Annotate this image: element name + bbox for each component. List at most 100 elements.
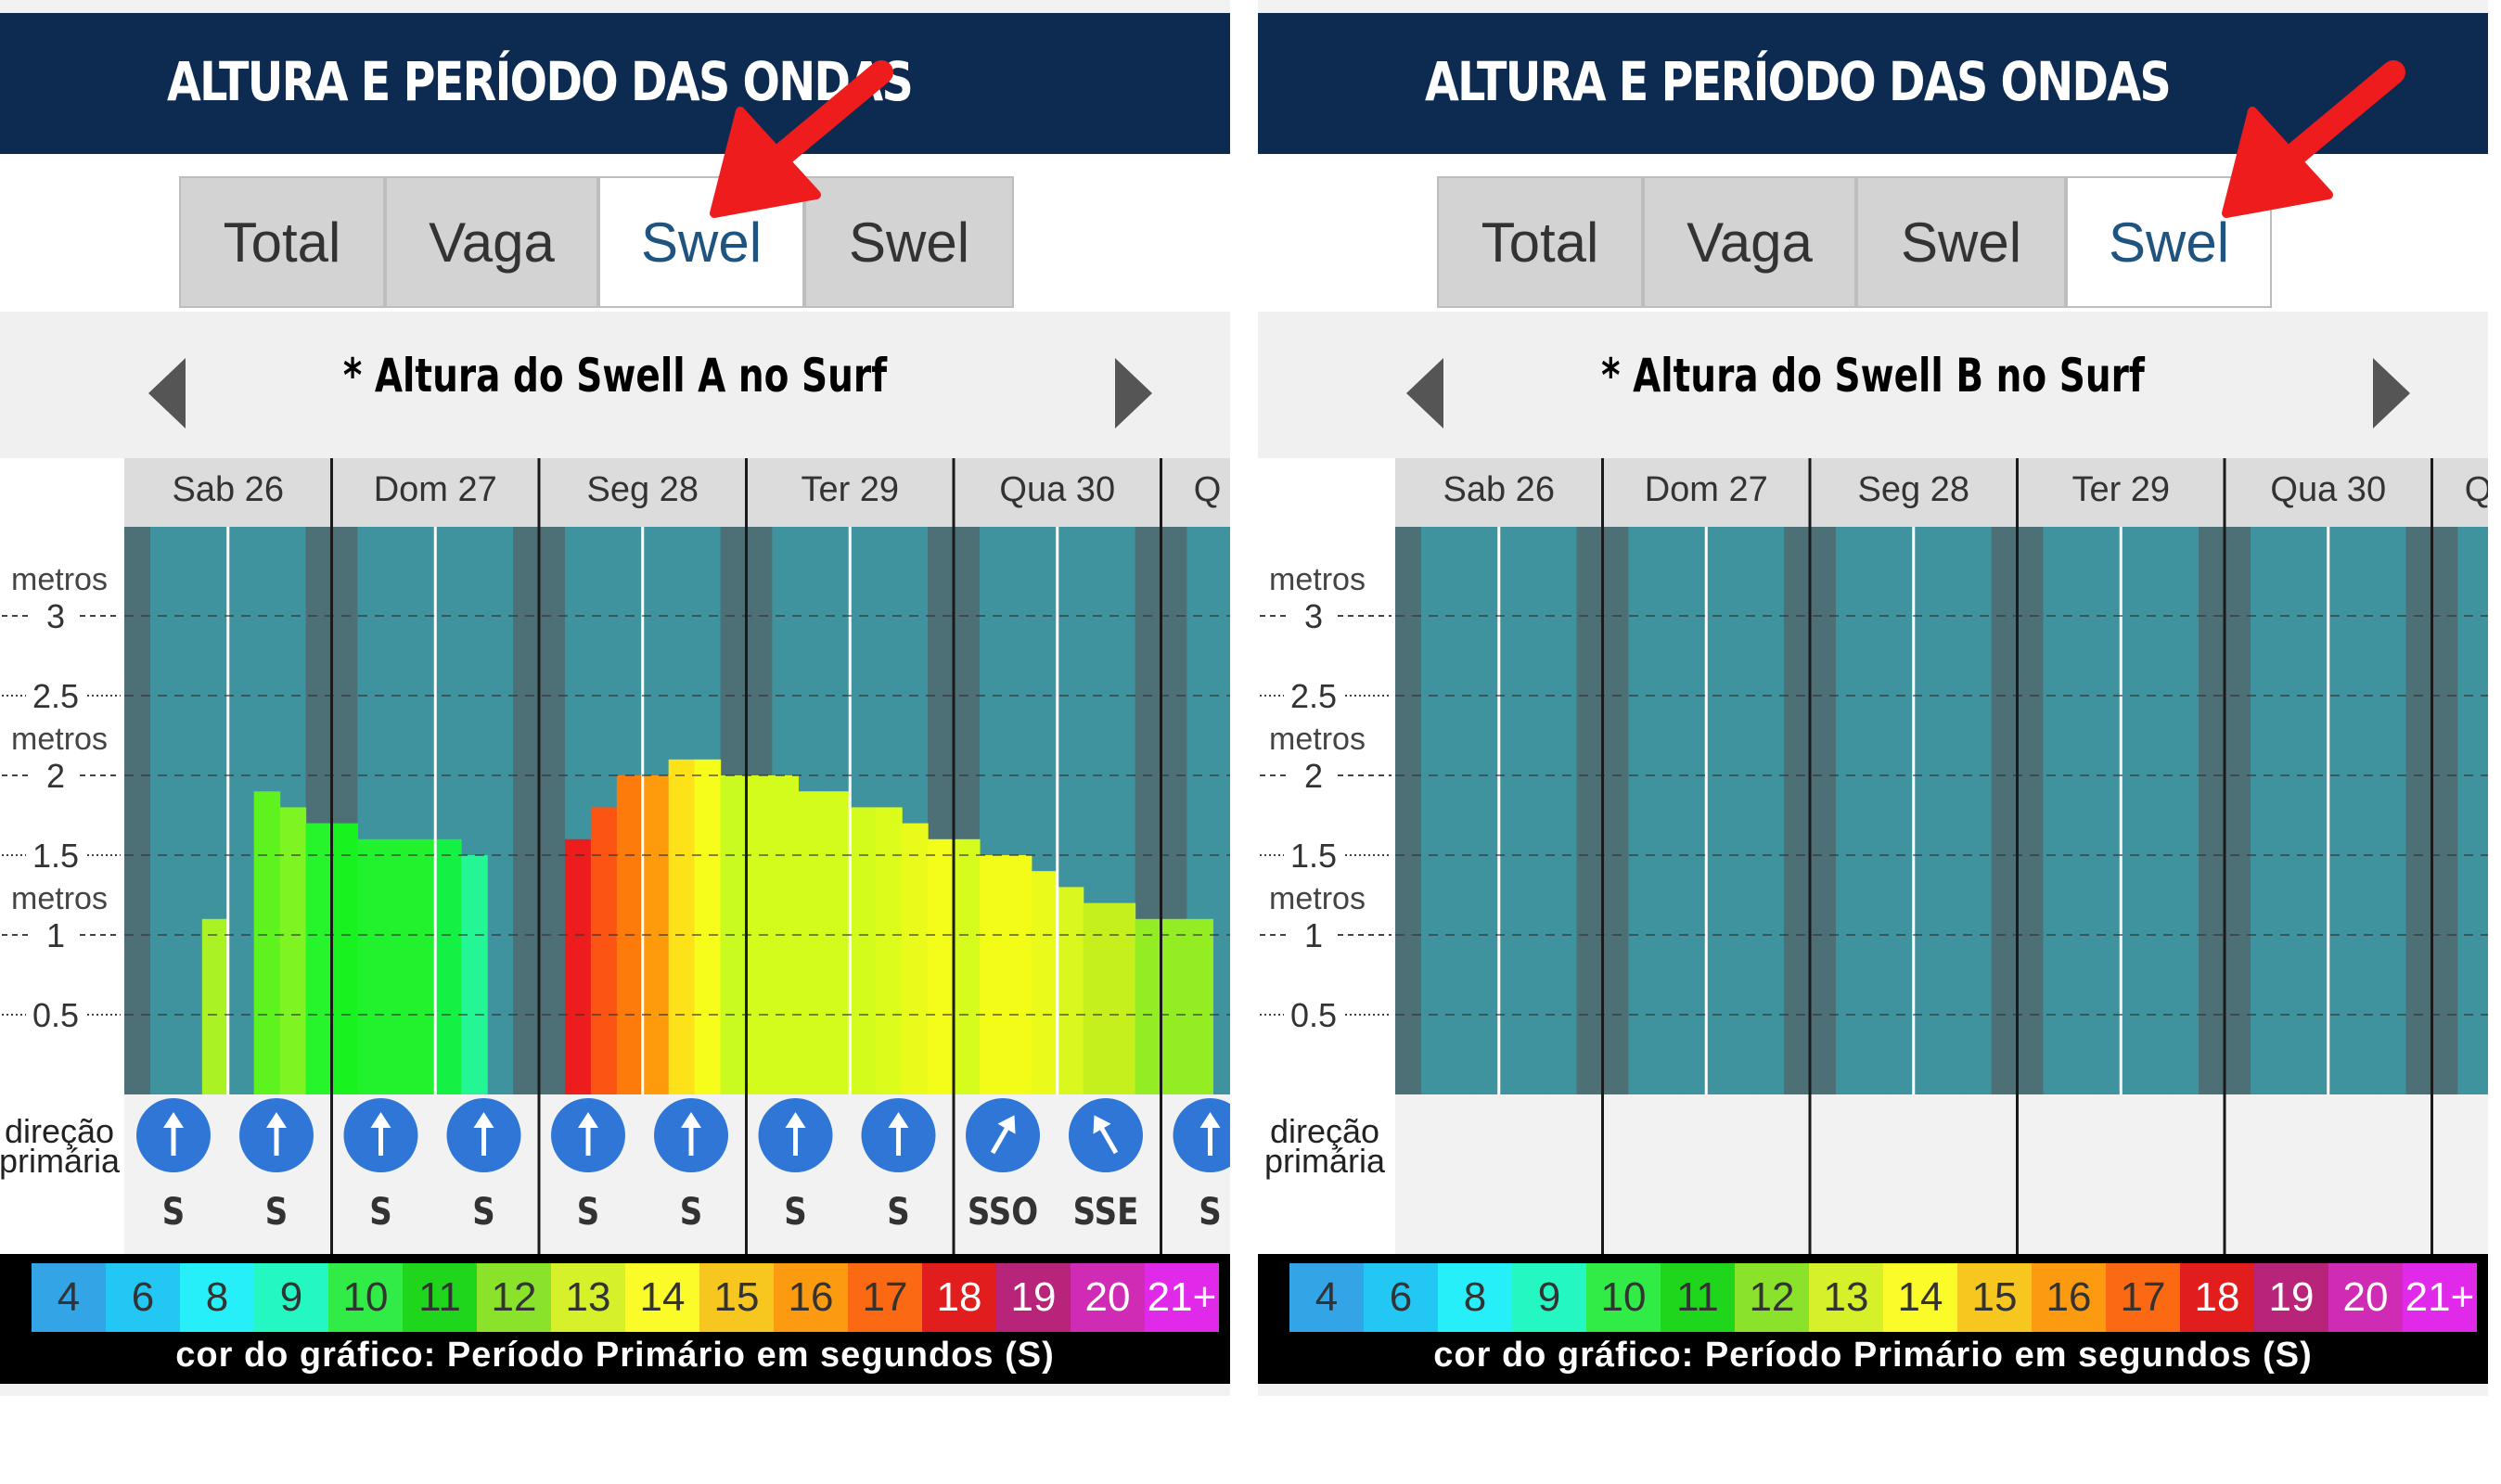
direction-code: S [784,1190,806,1233]
background-stripe [149,527,177,1094]
y-tick-label: 2.5 [32,677,79,715]
direction-label: direção [1270,1112,1379,1150]
tab-vaga[interactable]: Vaga [1643,176,1856,308]
page-header: ALTURA E PERÍODO DAS ONDAS [0,13,1230,154]
legend-period-cell: 11 [403,1263,477,1332]
page-header: ALTURA E PERÍODO DAS ONDAS [1258,13,2488,154]
swell-bar [383,838,410,1094]
direction-code: S [472,1190,494,1233]
period-legend: 4 6 8 9 10 11 12 13 14 15 16 17 18 19 20 21+ cor do grá… [0,1254,1230,1384]
y-tick-label: 1 [46,916,65,954]
background-stripe [1835,527,1863,1094]
legend-period-cell: 18 [922,1263,996,1332]
direction-label: direção [5,1112,114,1150]
y-tick-label: 2.5 [1290,677,1337,715]
direction-arrow-head [1093,1115,1111,1134]
legend-period-cell: 4 [32,1263,106,1332]
tab-swell-a[interactable]: Swel [1856,176,2066,308]
axis-gutter [1258,458,1395,1254]
y-tick-label: 0.5 [32,996,79,1034]
background-stripe [175,527,203,1094]
swell-bar [876,807,903,1094]
direction-arrow-head [370,1112,391,1128]
next-chart-arrow-icon[interactable] [2373,358,2410,429]
red-arrow-icon [2222,60,2405,218]
legend-period-cell: 10 [328,1263,403,1332]
direction-arrow-head [163,1112,184,1128]
y-tick-label: 0.5 [1290,996,1337,1034]
swell-b-chart: 3 2.5 2 1.5 1 0.5 metros metros metros Sab 26 Dom … [1258,458,2488,1254]
swell-bar [1135,918,1162,1094]
legend-period-cell: 4 [1289,1263,1364,1332]
tab-vaga[interactable]: Vaga [385,176,598,308]
background-stripe [2043,527,2070,1094]
day-label: Ter 29 [2071,470,2170,509]
legend-period-cell: 21+ [1145,1263,1219,1332]
legend-period-cell: 16 [2032,1263,2106,1332]
swell-bar [694,759,722,1094]
direction-code: SSO [968,1190,1038,1233]
legend-period-cell: 12 [477,1263,551,1332]
background-stripe [1550,527,1578,1094]
header-title: ALTURA E PERÍODO DAS ONDAS [1425,50,2172,113]
direction-code: S [1199,1190,1221,1233]
background-stripe [2354,527,2381,1094]
direction-arrow-icon [681,1112,701,1156]
direction-arrow-icon [266,1112,287,1156]
background-stripe [513,527,540,1094]
swell-bar [305,823,333,1094]
y-tick-label: 1.5 [32,837,79,875]
direction-arrow-head [578,1112,598,1128]
swell-bar [461,855,488,1094]
legend-period-cell: 13 [1809,1263,1883,1332]
background-stripe [2379,527,2407,1094]
tab-swell-b[interactable]: Swel [804,176,1014,308]
tab-total[interactable]: Total [179,176,385,308]
background-stripe [1965,527,1993,1094]
legend-period-cell: 14 [1883,1263,1957,1332]
legend-period-cell: 8 [1438,1263,1512,1332]
legend-period-cell: 18 [2180,1263,2254,1332]
background-stripe [1861,527,1889,1094]
swell-bar [1031,871,1058,1094]
direction-arrow-icon [163,1112,184,1156]
tab-total[interactable]: Total [1437,176,1643,308]
next-chart-arrow-icon[interactable] [1115,358,1152,429]
direction-arrow-icon [1199,1112,1221,1156]
day-label: Qua 30 [2270,470,2386,509]
previous-chart-arrow-icon[interactable] [1406,358,1443,429]
background-stripe [2276,527,2303,1094]
legend-period-cell: 9 [1512,1263,1586,1332]
legend-period-cell: 10 [1586,1263,1661,1332]
direction-arrow-head [681,1112,701,1128]
background-stripe [2225,527,2251,1094]
background-stripe [2017,527,2044,1094]
swell-a-chart: 3 2.5 2 1.5 1 0.5 metros metros metros Sab 26 Dom … [0,458,1230,1254]
chart-subtitle: * Altura do Swell B no Surf [1601,349,2145,403]
direction-arrow-icon [785,1112,806,1156]
direction-code: S [369,1190,391,1233]
direction-code: SSE [1073,1190,1139,1233]
background-stripe [1732,527,1759,1094]
direction-arrow-icon [370,1112,391,1156]
background-stripe [1420,527,1448,1094]
background-stripe [1758,527,1785,1094]
background-stripe [2069,527,2096,1094]
background-stripe [1706,527,1733,1094]
swell-bar [253,791,281,1094]
legend-period-cell: 16 [774,1263,848,1332]
y-unit-label: metros [11,881,108,916]
y-tick-label: 2 [1304,757,1323,795]
legend-period-cell: 19 [996,1263,1071,1332]
direction-row [1395,1094,2488,1254]
background-stripe [2121,527,2148,1094]
y-tick-label: 1.5 [1290,837,1337,875]
previous-chart-arrow-icon[interactable] [148,358,186,429]
direction-circle-icon [1173,1098,1230,1172]
background-stripe [1887,527,1915,1094]
direction-code: S [265,1190,288,1233]
legend-period-cell: 20 [2328,1263,2403,1332]
background-stripe [1446,527,1474,1094]
day-label: Sab 26 [173,470,284,509]
background-stripe [2250,527,2277,1094]
